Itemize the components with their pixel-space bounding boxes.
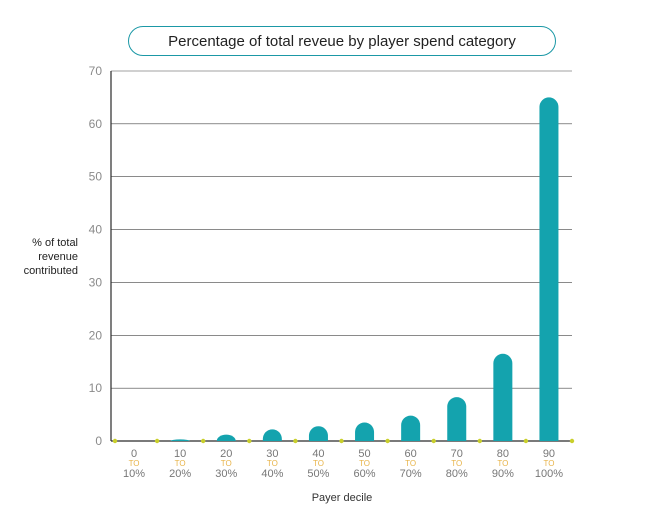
x-tick-label-to: TO xyxy=(359,459,370,468)
baseline-dot xyxy=(477,438,482,444)
x-tick-label-to: TO xyxy=(451,459,462,468)
x-tick-label-percent: 50% xyxy=(307,468,329,480)
x-tick-label: 60 xyxy=(405,448,417,460)
x-tick-label-to: TO xyxy=(267,459,278,468)
baseline-dot xyxy=(569,438,575,444)
y-axis-label-line-3: contributed xyxy=(23,265,78,277)
x-tick-label-to: TO xyxy=(313,459,324,468)
chart-title: Percentage of total reveue by player spe… xyxy=(128,26,556,56)
x-tick-label: 20 xyxy=(220,448,232,460)
x-tick-label-to: TO xyxy=(405,459,416,468)
x-tick-label-percent: 70% xyxy=(400,468,422,480)
bar xyxy=(355,422,375,441)
baseline-dot xyxy=(154,438,160,444)
x-tick-label-to: TO xyxy=(543,459,554,468)
y-tick-label: 0 xyxy=(95,434,102,448)
bar xyxy=(216,434,236,441)
x-tick-label-percent: 90% xyxy=(492,468,514,480)
x-tick-label-percent: 30% xyxy=(215,468,237,480)
y-tick-label: 20 xyxy=(89,328,103,342)
x-tick-label: 80 xyxy=(497,448,509,460)
bar xyxy=(447,397,467,441)
y-axis-label-line-2: revenue xyxy=(38,251,78,263)
bar xyxy=(170,439,190,441)
x-tick-label-percent: 60% xyxy=(354,468,376,480)
y-axis-label-line-1: % of total xyxy=(32,237,78,249)
x-tick-label: 10 xyxy=(174,448,186,460)
baseline-dot xyxy=(339,438,344,444)
y-tick-label: 30 xyxy=(89,275,103,289)
baseline-dot xyxy=(431,438,436,444)
baseline-dot xyxy=(523,438,529,444)
baseline-dot xyxy=(201,438,206,444)
x-tick-label: 90 xyxy=(543,448,555,460)
y-tick-label: 50 xyxy=(89,170,103,184)
x-axis-label: Payer decile xyxy=(311,492,373,504)
x-tick-label-to: TO xyxy=(221,459,232,468)
x-tick-label-percent: 80% xyxy=(446,468,468,480)
bar xyxy=(262,429,282,441)
x-tick-label: 0 xyxy=(131,448,137,460)
x-tick-label-percent: 40% xyxy=(261,468,283,480)
y-tick-label: 10 xyxy=(89,381,103,395)
y-tick-label: 60 xyxy=(89,117,103,131)
y-tick-label: 40 xyxy=(89,223,103,237)
bar xyxy=(308,426,328,441)
baseline-dot xyxy=(385,438,390,444)
baseline-dot xyxy=(247,438,252,444)
x-tick-label-to: TO xyxy=(175,459,186,468)
bar xyxy=(539,97,559,441)
x-tick-label: 40 xyxy=(312,448,324,460)
y-tick-label: 70 xyxy=(89,64,103,78)
y-axis-label: % of total revenue contributed xyxy=(4,236,78,278)
x-tick-label: 30 xyxy=(266,448,278,460)
baseline-dot xyxy=(293,438,298,444)
x-tick-label-to: TO xyxy=(129,459,140,468)
x-tick-label-percent: 100% xyxy=(535,468,563,480)
x-tick-label: 70 xyxy=(451,448,463,460)
bar xyxy=(401,415,421,441)
baseline-dot xyxy=(112,438,118,444)
x-tick-label: 50 xyxy=(358,448,370,460)
x-tick-label-to: TO xyxy=(497,459,508,468)
x-tick-label-percent: 20% xyxy=(169,468,191,480)
x-tick-label-percent: 10% xyxy=(123,468,145,480)
bar xyxy=(493,353,513,441)
